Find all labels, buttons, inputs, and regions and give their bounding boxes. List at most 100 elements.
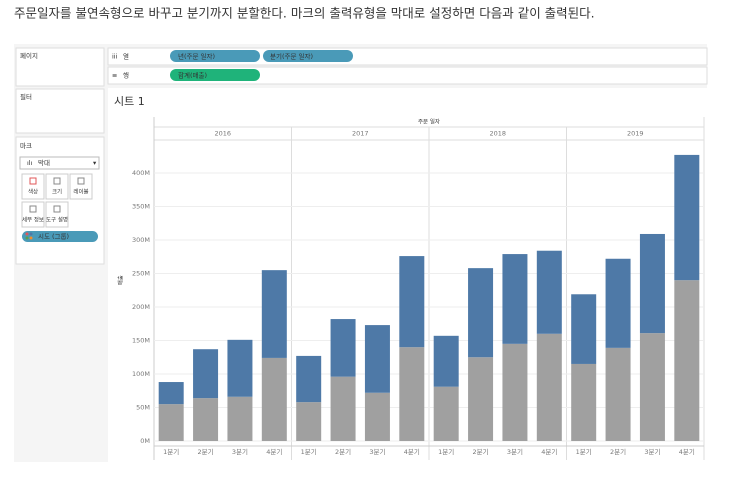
bar-segment xyxy=(433,335,459,387)
bar-segment xyxy=(296,355,322,403)
y-tick-label: 150M xyxy=(132,337,150,345)
color-pill[interactable] xyxy=(22,231,98,242)
x-title: 주문 일자 xyxy=(418,118,440,126)
x-tick-label: 1분기 xyxy=(301,447,317,456)
marks-title: 마크 xyxy=(20,141,32,150)
bar-segment xyxy=(399,256,425,348)
mark-button[interactable] xyxy=(21,173,45,200)
mark-type-icon: ılı xyxy=(27,159,33,167)
x-tick-label: 2분기 xyxy=(610,447,626,456)
pages-title: 페이지 xyxy=(20,51,38,60)
y-tick-label: 400M xyxy=(132,169,150,177)
bar-segment xyxy=(674,280,700,441)
x-tick-label: 2분기 xyxy=(198,447,214,456)
column-pill-label: 분기(주문 일자) xyxy=(270,52,313,61)
bar-segment xyxy=(433,386,459,441)
mark-button-icon xyxy=(53,177,61,185)
mark-button-label: 세부 정보 xyxy=(22,216,44,224)
year-label: 2016 xyxy=(214,130,231,138)
x-tick-label: 4분기 xyxy=(679,447,695,456)
bar-segment xyxy=(330,319,356,377)
bar-segment xyxy=(639,233,665,334)
mark-button-icon xyxy=(53,205,61,213)
mark-button[interactable] xyxy=(45,173,69,200)
rows-label: 행 xyxy=(123,71,129,80)
x-tick-label: 4분기 xyxy=(541,447,557,456)
bar-segment xyxy=(261,357,287,441)
bar-segment xyxy=(502,254,528,344)
bar-segment xyxy=(364,325,390,393)
bar-segment xyxy=(674,154,700,281)
bar-segment xyxy=(468,357,494,441)
mark-button-label: 크기 xyxy=(52,188,62,196)
column-pill[interactable] xyxy=(263,50,353,62)
bar-segment xyxy=(158,382,184,405)
column-pill-label: 년(주문 일자) xyxy=(178,52,215,61)
y-title: 매출 xyxy=(117,275,125,285)
bar-segment xyxy=(571,294,597,364)
bar-segment xyxy=(468,268,494,358)
bar-segment xyxy=(639,333,665,441)
x-tick-label: 2분기 xyxy=(473,447,489,456)
bar-segment xyxy=(193,398,219,441)
dropdown-arrow: ▾ xyxy=(93,159,97,167)
bar-segment xyxy=(364,392,390,441)
x-tick-label: 4분기 xyxy=(404,447,420,456)
x-tick-label: 3분기 xyxy=(369,447,385,456)
row-pill[interactable] xyxy=(170,69,260,81)
bar-segment xyxy=(605,347,631,441)
mark-button[interactable] xyxy=(21,201,45,228)
year-label: 2018 xyxy=(489,130,506,138)
bar-segment xyxy=(536,250,562,334)
columns-label: 열 xyxy=(123,53,129,61)
mark-button-label: 레이블 xyxy=(73,188,88,196)
mark-button[interactable] xyxy=(45,201,69,228)
y-tick-label: 0M xyxy=(140,437,150,445)
mark-button-icon xyxy=(29,177,37,185)
columns-icon: iii xyxy=(112,53,118,61)
x-tick-label: 2분기 xyxy=(335,447,351,456)
sheet-title: 시트 1 xyxy=(114,95,145,108)
marks-card xyxy=(15,136,105,265)
x-tick-label: 4분기 xyxy=(266,447,282,456)
bar-segment xyxy=(399,347,425,441)
y-tick-label: 50M xyxy=(136,404,150,412)
x-tick-label: 1분기 xyxy=(438,447,454,456)
mark-button-label: 도구 설명 xyxy=(46,216,68,224)
rows-icon: ≡ xyxy=(112,72,117,80)
y-tick-label: 200M xyxy=(132,303,150,311)
bar-segment xyxy=(193,349,219,399)
x-tick-label: 3분기 xyxy=(507,447,523,456)
y-tick-label: 350M xyxy=(132,203,150,211)
mark-button[interactable] xyxy=(69,173,93,200)
bar-segment xyxy=(227,396,253,441)
mark-type-dropdown[interactable] xyxy=(19,156,100,170)
bar-segment xyxy=(605,258,631,348)
x-tick-label: 1분기 xyxy=(576,447,592,456)
bar-segment xyxy=(296,402,322,441)
row-pill-label: 합계(매출) xyxy=(178,71,207,80)
year-label: 2017 xyxy=(352,130,369,138)
bar-segment xyxy=(571,363,597,441)
x-tick-label: 1분기 xyxy=(163,447,179,456)
y-tick-label: 250M xyxy=(132,270,150,278)
column-pill[interactable] xyxy=(170,50,260,62)
mark-button-label: 색상 xyxy=(28,188,38,196)
x-tick-label: 3분기 xyxy=(644,447,660,456)
y-tick-label: 300M xyxy=(132,236,150,244)
filters-title: 필터 xyxy=(20,92,32,101)
x-tick-label: 3분기 xyxy=(232,447,248,456)
year-label: 2019 xyxy=(627,130,644,138)
y-tick-label: 100M xyxy=(132,370,150,378)
filters-card xyxy=(15,88,105,134)
mark-type: 막대 xyxy=(38,158,50,167)
bar-segment xyxy=(158,404,184,441)
bar-segment xyxy=(227,339,253,397)
bar-segment xyxy=(536,333,562,441)
mark-button-icon xyxy=(77,177,85,185)
heading: 주문일자를 불연속형으로 바꾸고 분기까지 분할한다. 마크의 출력유형을 막대… xyxy=(14,6,595,21)
mark-button-icon xyxy=(29,205,37,213)
bar-segment xyxy=(330,376,356,441)
